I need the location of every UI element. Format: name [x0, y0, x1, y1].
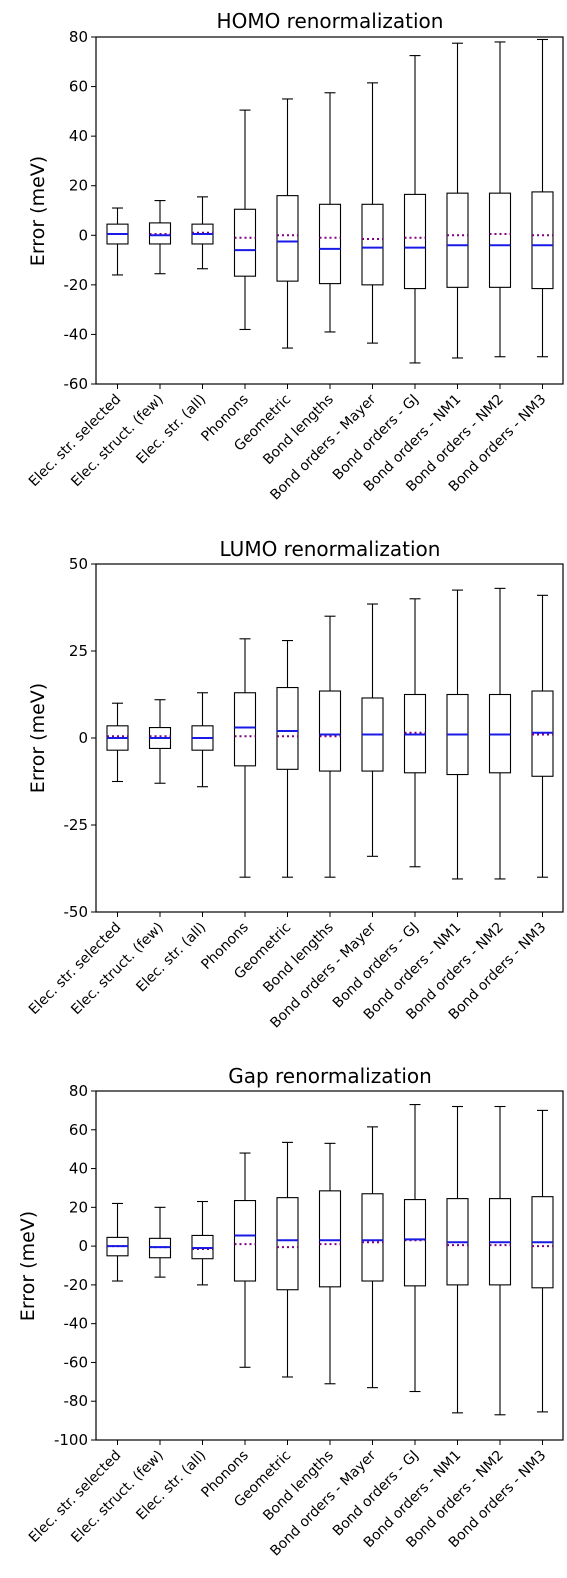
- y-tick-label: 25: [69, 642, 88, 660]
- box: [403, 1199, 427, 1287]
- y-tick-label: 20: [69, 1198, 88, 1216]
- y-tick-label: 80: [69, 1082, 88, 1100]
- y-tick-label: 0: [78, 226, 88, 244]
- box: [488, 192, 512, 288]
- y-axis-label: Error (meV): [17, 1211, 39, 1321]
- box: [361, 203, 384, 286]
- y-tick-label: -80: [64, 1392, 89, 1410]
- box: [318, 203, 342, 285]
- box: [233, 1199, 257, 1282]
- homo-renormalization-chart: HOMO renormalization Error (meV) -60 -40 -…: [26, 9, 564, 503]
- y-tick-label: -40: [64, 325, 89, 343]
- y-axis-label: Error (meV): [27, 683, 49, 793]
- box: [531, 191, 554, 290]
- y-tick-label: -25: [64, 816, 89, 834]
- y-tick-label: 60: [69, 1121, 88, 1139]
- y-axis-label: Error (meV): [27, 156, 49, 266]
- y-tick-label: -60: [64, 1353, 89, 1371]
- box: [318, 1190, 342, 1288]
- box: [233, 692, 257, 767]
- box: [276, 1197, 299, 1291]
- y-tick-label: 20: [69, 177, 88, 195]
- y-tick-label: 50: [69, 555, 88, 573]
- y-tick-label: 0: [78, 1237, 88, 1255]
- box: [276, 686, 299, 770]
- box: [318, 690, 342, 772]
- chart-title: Gap renormalization: [228, 1064, 432, 1088]
- lumo-renormalization-chart: LUMO renormalization Error (meV) -50 -25 0…: [26, 537, 564, 1031]
- y-tick-label: -20: [64, 276, 89, 294]
- chart-title: LUMO renormalization: [220, 537, 441, 561]
- y-tick-label: -50: [64, 903, 89, 921]
- box: [276, 195, 299, 282]
- y-tick-label: -100: [54, 1431, 88, 1449]
- y-tick-label: 60: [69, 78, 88, 96]
- box: [361, 1193, 384, 1282]
- y-tick-label: 40: [69, 1160, 88, 1178]
- y-tick-label: 40: [69, 127, 88, 145]
- box: [403, 193, 427, 290]
- y-tick-label: 80: [69, 28, 88, 46]
- box: [446, 192, 469, 288]
- y-tick-label: -60: [64, 375, 89, 393]
- y-tick-label: 0: [78, 729, 88, 747]
- gap-renormalization-chart: Gap renormalization Error (meV) -100 -80 -…: [17, 1064, 564, 1559]
- y-tick-label: -20: [64, 1276, 89, 1294]
- y-tick-label: -40: [64, 1315, 89, 1333]
- box: [233, 208, 257, 277]
- chart-title: HOMO renormalization: [217, 9, 444, 33]
